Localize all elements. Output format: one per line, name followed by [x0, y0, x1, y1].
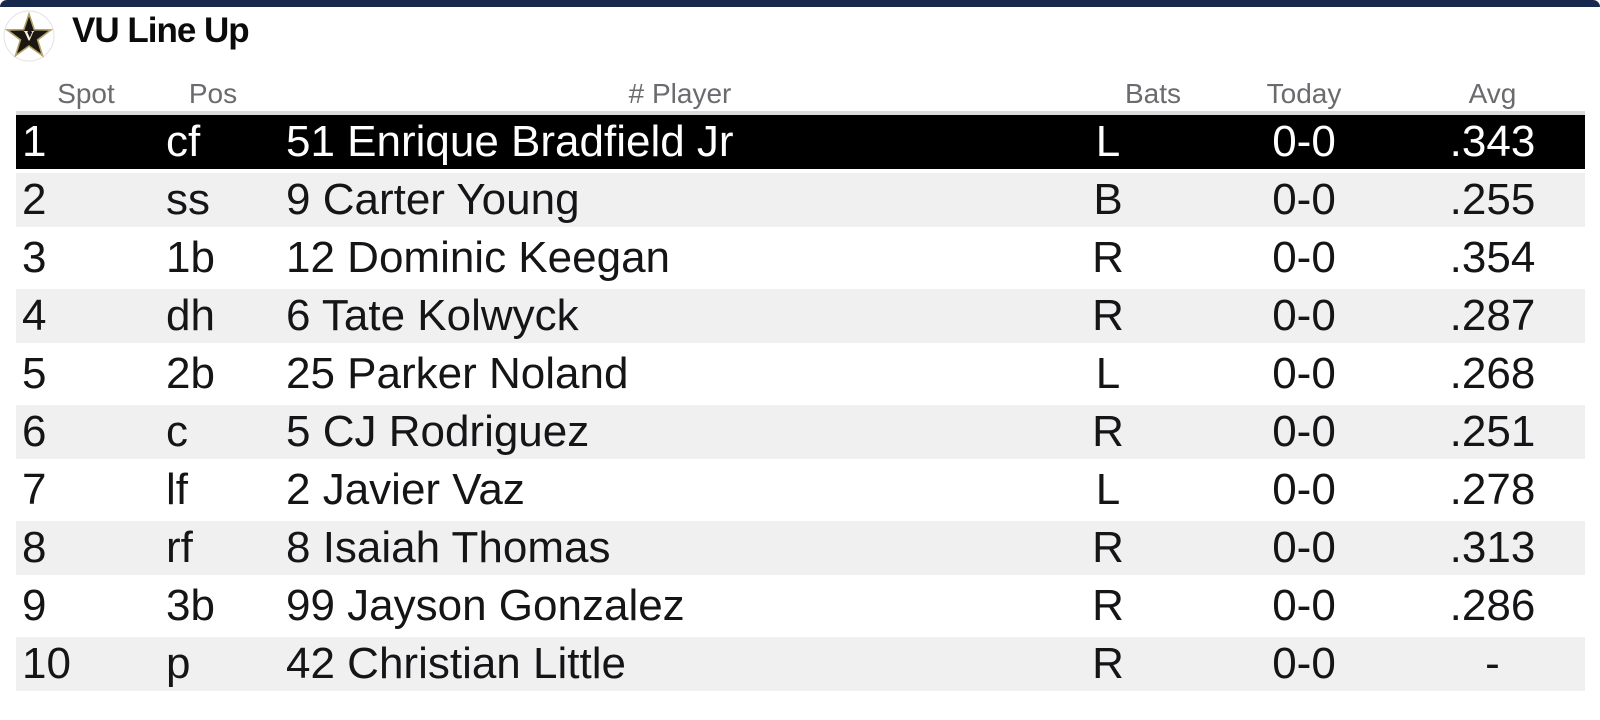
column-header-player: # Player: [628, 78, 732, 109]
cell-pos: dh: [166, 291, 215, 340]
column-header-avg: Avg: [1468, 78, 1517, 109]
cell-bats: R: [1092, 581, 1124, 630]
title-bar: V VU Line Up: [0, 7, 1600, 75]
cell-pos: cf: [166, 117, 201, 166]
cell-today: 0-0: [1272, 349, 1336, 398]
cell-avg: .278: [1449, 465, 1536, 514]
cell-avg: .343: [1449, 117, 1536, 166]
cell-avg: .286: [1449, 581, 1536, 630]
cell-today: 0-0: [1272, 117, 1336, 166]
cell-spot: 4: [22, 291, 47, 340]
cell-pos: 3b: [166, 581, 215, 630]
cell-today: 0-0: [1272, 465, 1336, 514]
lineup-row[interactable]: 4 dh 6 Tate Kolwyck R 0-0 .287: [16, 289, 1585, 343]
lineup-row[interactable]: 7 lf 2 Javier Vaz L 0-0 .278: [16, 463, 1585, 517]
cell-today: 0-0: [1272, 523, 1336, 572]
header-divider: [16, 111, 1585, 115]
lineup-row[interactable]: 3 1b 12 Dominic Keegan R 0-0 .354: [16, 231, 1585, 285]
cell-avg: .251: [1449, 407, 1536, 456]
cell-pos: c: [166, 407, 188, 456]
column-header-bats: Bats: [1124, 78, 1182, 109]
column-header-spot: Spot: [57, 78, 115, 109]
cell-today: 0-0: [1272, 581, 1336, 630]
cell-avg: .287: [1449, 291, 1536, 340]
cell-avg: .268: [1449, 349, 1536, 398]
lineup-row[interactable]: 10 p 42 Christian Little R 0-0 -: [16, 637, 1585, 691]
cell-avg: .255: [1449, 175, 1536, 224]
top-accent-bar: [0, 0, 1600, 7]
cell-player: 25 Parker Noland: [286, 349, 629, 398]
cell-player: 8 Isaiah Thomas: [286, 523, 611, 572]
lineup-row[interactable]: 5 2b 25 Parker Noland L 0-0 .268: [16, 347, 1585, 401]
cell-spot: 8: [22, 523, 47, 572]
cell-player: 99 Jayson Gonzalez: [286, 581, 685, 630]
page-title: VU Line Up: [72, 11, 250, 50]
cell-bats: R: [1092, 291, 1124, 340]
cell-player: 12 Dominic Keegan: [286, 233, 671, 282]
cell-player: 5 CJ Rodriguez: [286, 407, 590, 456]
cell-bats: R: [1092, 407, 1124, 456]
cell-bats: L: [1095, 349, 1121, 398]
cell-spot: 1: [22, 117, 47, 166]
cell-avg: .313: [1449, 523, 1536, 572]
svg-text:V: V: [24, 29, 35, 45]
cell-today: 0-0: [1272, 175, 1336, 224]
lineup-row[interactable]: 9 3b 99 Jayson Gonzalez R 0-0 .286: [16, 579, 1585, 633]
cell-pos: rf: [166, 523, 193, 572]
cell-pos: ss: [166, 175, 210, 224]
lineup-row[interactable]: 8 rf 8 Isaiah Thomas R 0-0 .313: [16, 521, 1585, 575]
table-header-row: Spot Pos # Player Bats Today Avg: [16, 75, 1585, 111]
cell-player: 42 Christian Little: [286, 639, 626, 688]
cell-pos: p: [166, 639, 191, 688]
column-header-pos: Pos: [188, 78, 238, 109]
cell-bats: R: [1092, 233, 1124, 282]
column-header-today: Today: [1266, 78, 1342, 109]
cell-today: 0-0: [1272, 233, 1336, 282]
cell-bats: R: [1092, 523, 1124, 572]
cell-avg: -: [1485, 639, 1500, 688]
cell-spot: 9: [22, 581, 47, 630]
lineup-row[interactable]: 1 cf 51 Enrique Bradfield Jr L 0-0 .343: [16, 115, 1585, 169]
vanderbilt-star-logo-icon: V: [3, 10, 55, 62]
cell-player: 9 Carter Young: [286, 175, 580, 224]
lineup-row[interactable]: 2 ss 9 Carter Young B 0-0 .255: [16, 173, 1585, 227]
cell-today: 0-0: [1272, 407, 1336, 456]
cell-spot: 5: [22, 349, 47, 398]
cell-spot: 3: [22, 233, 47, 282]
cell-bats: L: [1095, 465, 1121, 514]
cell-spot: 7: [22, 465, 47, 514]
cell-bats: L: [1095, 117, 1121, 166]
lineup-row[interactable]: 6 c 5 CJ Rodriguez R 0-0 .251: [16, 405, 1585, 459]
cell-player: 2 Javier Vaz: [286, 465, 525, 514]
cell-spot: 6: [22, 407, 47, 456]
cell-bats: B: [1093, 175, 1123, 224]
cell-today: 0-0: [1272, 291, 1336, 340]
cell-spot: 10: [22, 639, 71, 688]
cell-avg: .354: [1449, 233, 1536, 282]
cell-pos: 2b: [166, 349, 215, 398]
cell-bats: R: [1092, 639, 1124, 688]
cell-player: 51 Enrique Bradfield Jr: [286, 117, 734, 166]
lineup-table: 1 cf 51 Enrique Bradfield Jr L 0-0 .343 …: [0, 115, 1600, 691]
cell-today: 0-0: [1272, 639, 1336, 688]
cell-pos: lf: [166, 465, 188, 514]
cell-pos: 1b: [166, 233, 215, 282]
cell-spot: 2: [22, 175, 47, 224]
cell-player: 6 Tate Kolwyck: [286, 291, 579, 340]
